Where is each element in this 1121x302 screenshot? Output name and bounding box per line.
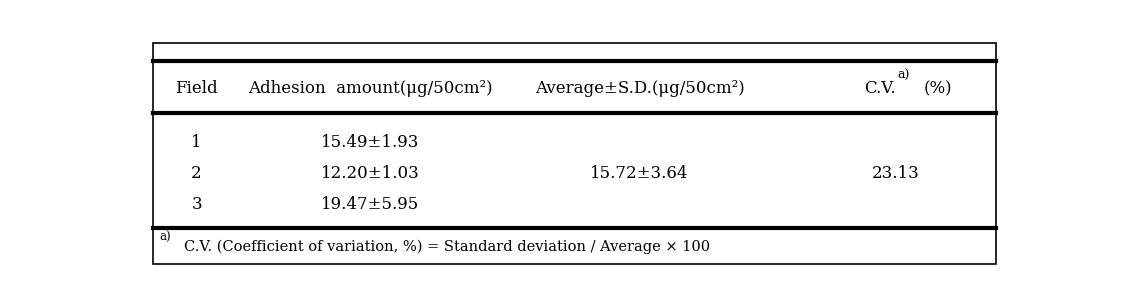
- Text: 1: 1: [192, 133, 202, 150]
- Text: Adhesion  amount(μg/50cm²): Adhesion amount(μg/50cm²): [248, 80, 492, 97]
- Text: C.V. (Coefficient of variation, %) = Standard deviation / Average × 100: C.V. (Coefficient of variation, %) = Sta…: [184, 240, 710, 254]
- Text: 3: 3: [192, 196, 202, 213]
- Text: a): a): [898, 69, 910, 82]
- Text: 15.49±1.93: 15.49±1.93: [321, 133, 419, 150]
- Text: C.V.: C.V.: [864, 80, 896, 97]
- Text: Field: Field: [175, 80, 217, 97]
- Text: 2: 2: [192, 165, 202, 182]
- Text: (%): (%): [924, 80, 953, 97]
- Text: 19.47±5.95: 19.47±5.95: [322, 196, 419, 213]
- Text: a): a): [159, 231, 170, 244]
- Text: Average±S.D.(μg/50cm²): Average±S.D.(μg/50cm²): [535, 80, 744, 97]
- Text: 23.13: 23.13: [872, 165, 920, 182]
- Text: 15.72±3.64: 15.72±3.64: [591, 165, 689, 182]
- FancyBboxPatch shape: [154, 43, 995, 264]
- Text: 12.20±1.03: 12.20±1.03: [321, 165, 419, 182]
